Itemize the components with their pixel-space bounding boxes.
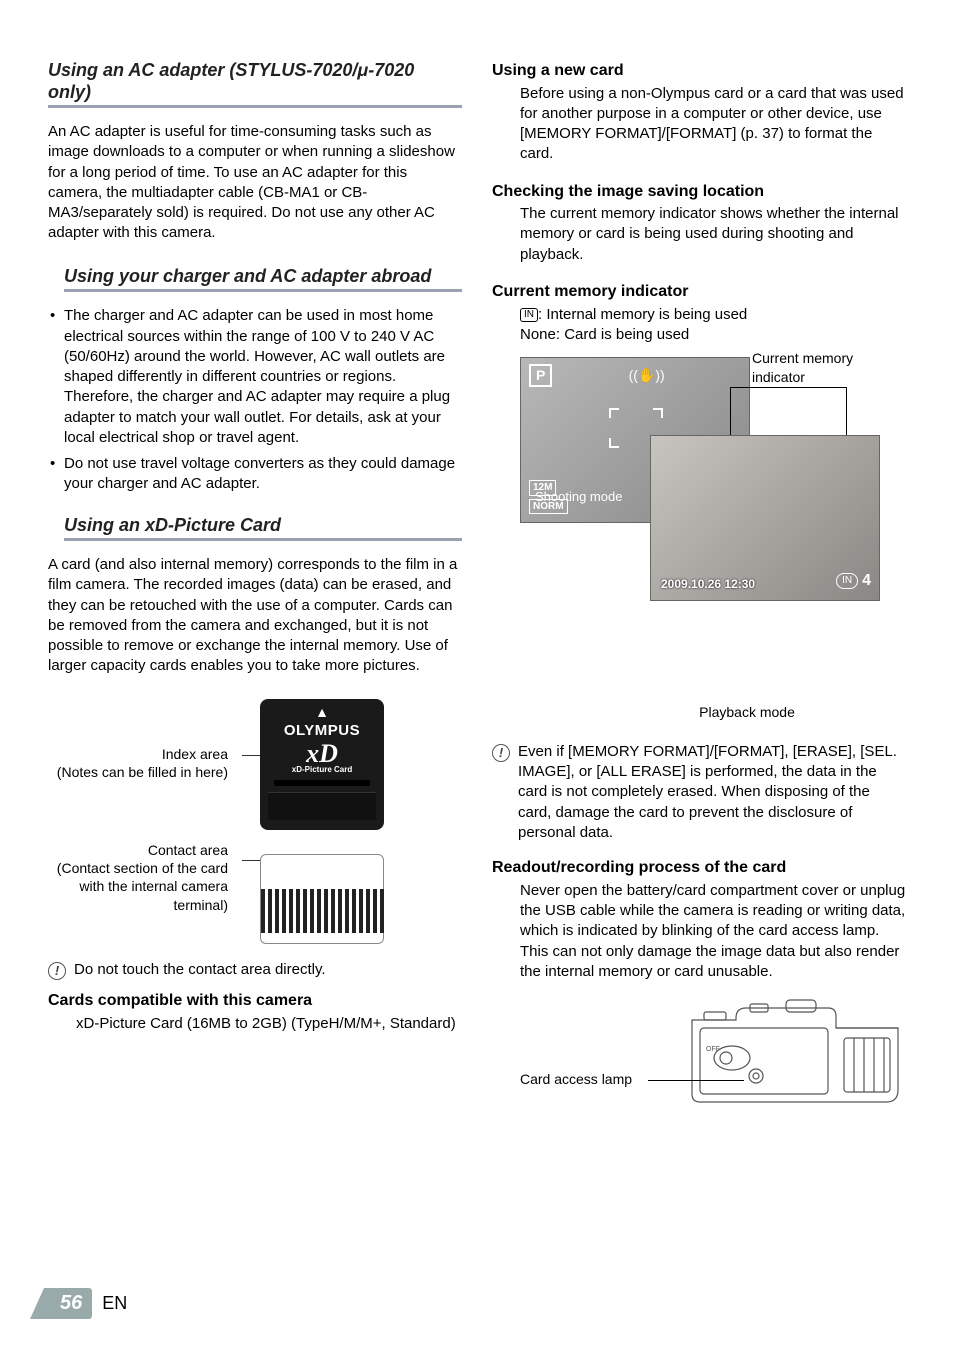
playback-date: 2009.10.26 12:30 — [661, 576, 755, 592]
leader-line — [242, 755, 260, 756]
note-text: Do not touch the contact area directly. — [74, 960, 462, 980]
text-cards-compatible: xD-Picture Card (16MB to 2GB) (TypeH/M/M… — [48, 1014, 462, 1034]
label-sub: (Notes can be filled in here) — [57, 764, 228, 780]
para-ac-adapter: An AC adapter is useful for time-consumi… — [48, 122, 462, 244]
label-index-area: Index area (Notes can be filled in here) — [48, 745, 228, 781]
bullet-item: The charger and AC adapter can be used i… — [48, 306, 462, 448]
subhead-readout: Readout/recording process of the card — [492, 857, 906, 879]
xd-card-back — [260, 854, 384, 944]
memory-indicator-icon: IN — [836, 573, 858, 589]
note-contact: ! Do not touch the contact area directly… — [48, 960, 462, 980]
text-check-location: The current memory indicator shows wheth… — [492, 204, 906, 265]
xd-logo: xD — [268, 741, 376, 767]
xd-pins — [261, 889, 384, 933]
legend-none: None: Card is being used — [520, 326, 689, 343]
leader-line — [242, 860, 260, 861]
right-column: Using a new card Before using a non-Olym… — [492, 60, 906, 1118]
heading-ac-adapter: Using an AC adapter (STYLUS-7020/μ-7020 … — [48, 60, 462, 108]
bullet-list-charger: The charger and AC adapter can be used i… — [48, 306, 462, 494]
note-text: Even if [MEMORY FORMAT]/[FORMAT], [ERASE… — [518, 742, 906, 843]
label-current-memory: Current memory indicator — [752, 349, 892, 387]
page-number: 56 — [44, 1288, 92, 1319]
left-column: Using an AC adapter (STYLUS-7020/μ-7020 … — [48, 60, 462, 1118]
in-icon: IN — [520, 308, 538, 322]
indicator-legend: IN: Internal memory is being used None: … — [492, 305, 906, 346]
note-format: ! Even if [MEMORY FORMAT]/[FORMAT], [ERA… — [492, 742, 906, 843]
caution-icon: ! — [492, 744, 510, 762]
brand-text: OLYMPUS — [268, 721, 376, 741]
label-contact-area: Contact area (Contact section of the car… — [48, 841, 228, 914]
caption-shooting: Shooting mode — [535, 488, 622, 506]
text-new-card: Before using a non-Olympus card or a car… — [492, 84, 906, 165]
xd-lines — [268, 792, 376, 820]
leader-line — [730, 387, 756, 388]
page-lang: EN — [102, 1291, 127, 1315]
hud-bottom-right: IN 4 — [836, 570, 871, 592]
subhead-new-card: Using a new card — [492, 60, 906, 82]
label-text: Index area — [162, 746, 228, 762]
svg-text:OFF: OFF — [706, 1046, 720, 1053]
legend-internal: : Internal memory is being used — [538, 306, 747, 323]
figure-screens: P ((✋)) 12M NORM IN 4 Shooting mode Curr… — [520, 357, 906, 617]
page: Using an AC adapter (STYLUS-7020/μ-7020 … — [0, 0, 954, 1158]
figure-camera-side: OFF Card access lamp — [520, 998, 906, 1118]
subhead-cards-compatible: Cards compatible with this camera — [48, 990, 462, 1012]
subhead-check-location: Checking the image saving location — [492, 181, 906, 203]
stabilizer-icon: ((✋)) — [629, 366, 665, 385]
heading-xd-card: Using an xD-Picture Card — [64, 515, 462, 542]
hud-top: P ((✋)) — [529, 364, 741, 387]
frame-number: 4 — [862, 570, 871, 592]
page-footer: 56 EN — [44, 1288, 127, 1319]
subhead-current-indicator: Current memory indicator — [492, 281, 906, 303]
figure-xd-card: Index area (Notes can be filled in here)… — [48, 699, 462, 944]
triangle-icon: ▲ — [268, 705, 376, 719]
label-sub: (Contact section of the card with the in… — [57, 860, 228, 912]
camera-drawing: OFF — [686, 998, 906, 1108]
leader-line — [756, 387, 846, 388]
bullet-item: Do not use travel voltage converters as … — [48, 454, 462, 495]
label-text: Contact area — [148, 842, 228, 858]
mode-p-icon: P — [529, 364, 552, 387]
caption-playback: Playback mode — [632, 703, 862, 722]
xd-slot — [274, 780, 370, 786]
xd-card-front: ▲ OLYMPUS xD xD-Picture Card — [260, 699, 384, 830]
leader-line — [648, 1080, 744, 1081]
text-readout: Never open the battery/card compartment … — [492, 881, 906, 982]
label-card-access-lamp: Card access lamp — [520, 1070, 632, 1089]
heading-charger-abroad: Using your charger and AC adapter abroad — [64, 266, 462, 293]
para-xd-card: A card (and also internal memory) corres… — [48, 555, 462, 677]
xd-logo-sub: xD-Picture Card — [268, 765, 376, 776]
lcd-playback: 2009.10.26 12:30 IN 4 — [650, 435, 880, 601]
caution-icon: ! — [48, 962, 66, 980]
xd-labels: Index area (Notes can be filled in here)… — [48, 699, 228, 914]
